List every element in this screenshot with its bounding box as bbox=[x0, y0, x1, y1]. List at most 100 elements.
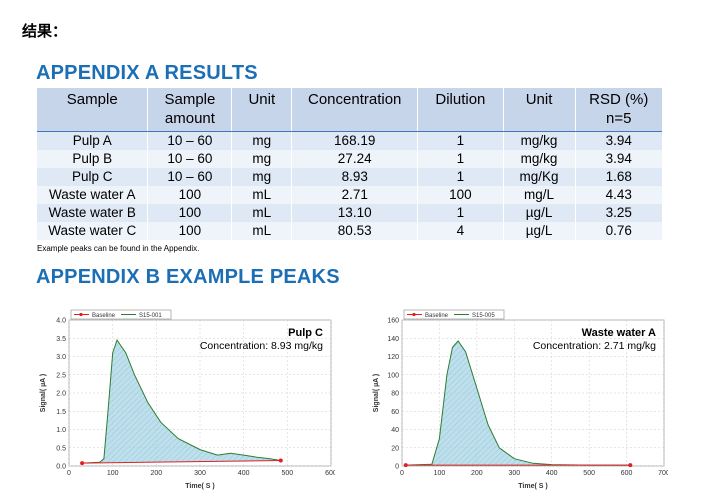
results-table: Sample Sample amount Unit Concentration Dilut… bbox=[37, 88, 662, 240]
peak-hatch bbox=[82, 340, 281, 464]
chart-legend: Baseline S15-005 bbox=[403, 309, 505, 320]
x-tick-label: 100 bbox=[434, 470, 446, 477]
table-cell: 100 bbox=[417, 186, 504, 204]
chart-subtitle: Concentration: 2.71 mg/kg bbox=[533, 340, 656, 352]
legend-baseline-marker bbox=[79, 312, 83, 317]
y-tick-label: 40 bbox=[391, 427, 399, 434]
column-header-line: Dilution bbox=[435, 91, 486, 108]
table-cell: mg bbox=[231, 131, 293, 150]
chart-waste-water-a: 0 20 40 60 80 100 120 140 160 0 100 200 300 400 500 600… bbox=[368, 308, 668, 498]
table-cell: mL bbox=[231, 222, 293, 240]
y-tick-label: 0 bbox=[395, 464, 399, 471]
x-axis-label: Time( S ) bbox=[185, 483, 214, 490]
appendix-b-heading: APPENDIX B EXAMPLE PEAKS bbox=[36, 266, 340, 288]
table-cell: Waste water A bbox=[37, 186, 149, 204]
y-axis-label: Signal( µA ) bbox=[373, 374, 380, 412]
column-header-line: Sample bbox=[66, 91, 118, 108]
y-tick-label: 1.0 bbox=[56, 427, 66, 434]
table-cell: 1 bbox=[417, 150, 504, 168]
table-row: Waste water A 100 mL 2.71 100 mg/L 4.43 bbox=[37, 186, 662, 204]
x-tick-label: 100 bbox=[107, 470, 119, 477]
y-tick-label: 2.5 bbox=[56, 372, 66, 379]
x-tick-label: 200 bbox=[150, 470, 162, 477]
column-header: Dilution bbox=[417, 88, 504, 132]
column-header-line: Concentration bbox=[308, 91, 402, 108]
table-cell: µg/L bbox=[503, 204, 576, 222]
legend-label: S15-005 bbox=[472, 313, 495, 319]
table-cell: 1.68 bbox=[575, 168, 662, 186]
table-cell: 100 bbox=[147, 204, 233, 222]
column-header-line: Unit bbox=[248, 91, 276, 108]
column-header-line: Unit bbox=[525, 91, 553, 108]
chart-svg: 0.0 0.5 1.0 1.5 2.0 2.5 3.0 3.5 4.0 0 100 200 300 400… bbox=[40, 309, 335, 490]
x-tick-label: 200 bbox=[471, 470, 483, 477]
y-axis-label: Signal( µA ) bbox=[40, 374, 47, 412]
y-tick-label: 3.0 bbox=[56, 354, 66, 361]
table-cell: Waste water C bbox=[37, 222, 149, 240]
chart-subtitle: Concentration: 8.93 mg/kg bbox=[200, 340, 323, 352]
table-cell: 1 bbox=[417, 131, 504, 150]
baseline-point bbox=[403, 463, 408, 468]
table-cell: Pulp B bbox=[37, 150, 149, 168]
x-tick-label: 400 bbox=[238, 470, 250, 477]
table-cell: mg/kg bbox=[503, 150, 576, 168]
table-cell: 3.94 bbox=[575, 131, 662, 150]
x-axis-label: Time( S ) bbox=[518, 483, 547, 490]
table-body: Pulp A 10 – 60 mg 168.19 1 mg/kg 3.94 Pulp B 10 … bbox=[37, 131, 662, 240]
page-label: 结果： bbox=[22, 23, 68, 40]
table-cell: 4 bbox=[417, 222, 504, 240]
y-tick-label: 160 bbox=[387, 318, 399, 325]
column-header-line: amount bbox=[164, 110, 215, 127]
y-tick-label: 3.5 bbox=[56, 336, 66, 343]
y-tick-label: 120 bbox=[387, 354, 399, 361]
chart-title: Pulp C bbox=[288, 327, 323, 339]
column-header: Concentration bbox=[291, 88, 419, 132]
y-tick-label: 0.0 bbox=[56, 464, 66, 471]
table-cell: 3.25 bbox=[575, 204, 662, 222]
baseline-point bbox=[628, 463, 633, 468]
signal-line bbox=[405, 340, 631, 466]
table-cell: 80.53 bbox=[291, 222, 419, 240]
y-tick-label: 80 bbox=[391, 391, 399, 398]
column-header: Sample bbox=[37, 88, 149, 132]
appendix-note: Example peaks can be found in the Append… bbox=[37, 244, 200, 253]
y-tick-label: 60 bbox=[391, 409, 399, 416]
table-cell: mg/kg bbox=[503, 131, 576, 150]
table-cell: 0.76 bbox=[575, 222, 662, 240]
table-cell: mg bbox=[231, 168, 293, 186]
signal-line bbox=[82, 338, 281, 464]
appendix-a-heading: APPENDIX A RESULTS bbox=[36, 62, 258, 84]
y-tick-label: 2.0 bbox=[56, 391, 66, 398]
table-cell: µg/L bbox=[503, 222, 576, 240]
table-cell: 1 bbox=[417, 204, 504, 222]
x-tick-label: 300 bbox=[194, 470, 206, 477]
y-tick-label: 140 bbox=[387, 336, 399, 343]
table-cell: 168.19 bbox=[291, 131, 419, 150]
table-row: Waste water C 100 mL 80.53 4 µg/L 0.76 bbox=[37, 222, 662, 240]
table-row: Waste water B 100 mL 13.10 1 µg/L 3.25 bbox=[37, 204, 662, 222]
table-cell: mg/Kg bbox=[503, 168, 576, 186]
x-tick-label: 0 bbox=[400, 470, 404, 477]
peak-hatch bbox=[405, 341, 631, 466]
table-row: Pulp B 10 – 60 mg 27.24 1 mg/kg 3.94 bbox=[37, 150, 662, 168]
y-tick-label: 0.5 bbox=[56, 445, 66, 452]
table-cell: 10 – 60 bbox=[147, 150, 233, 168]
table-cell: 10 – 60 bbox=[147, 168, 233, 186]
table-cell: 100 bbox=[147, 186, 233, 204]
chart-title: Waste water A bbox=[582, 327, 656, 339]
y-tick-label: 100 bbox=[387, 372, 399, 379]
table-cell: mg/L bbox=[503, 186, 576, 204]
legend-label: Baseline bbox=[92, 313, 116, 319]
chart-legend: Baseline S15-001 bbox=[70, 309, 172, 320]
x-tick-label: 500 bbox=[583, 470, 595, 477]
y-tick-label: 20 bbox=[391, 445, 399, 452]
table-cell: 2.71 bbox=[291, 186, 419, 204]
x-tick-label: 400 bbox=[546, 470, 558, 477]
table-cell: 8.93 bbox=[291, 168, 419, 186]
column-header-line: Sample bbox=[164, 91, 216, 108]
table-row: Pulp C 10 – 60 mg 8.93 1 mg/Kg 1.68 bbox=[37, 168, 662, 186]
table-cell: Pulp A bbox=[37, 131, 149, 150]
table-cell: Pulp C bbox=[37, 168, 149, 186]
legend-baseline-marker bbox=[412, 312, 416, 317]
column-header: Sample amount bbox=[147, 88, 233, 132]
